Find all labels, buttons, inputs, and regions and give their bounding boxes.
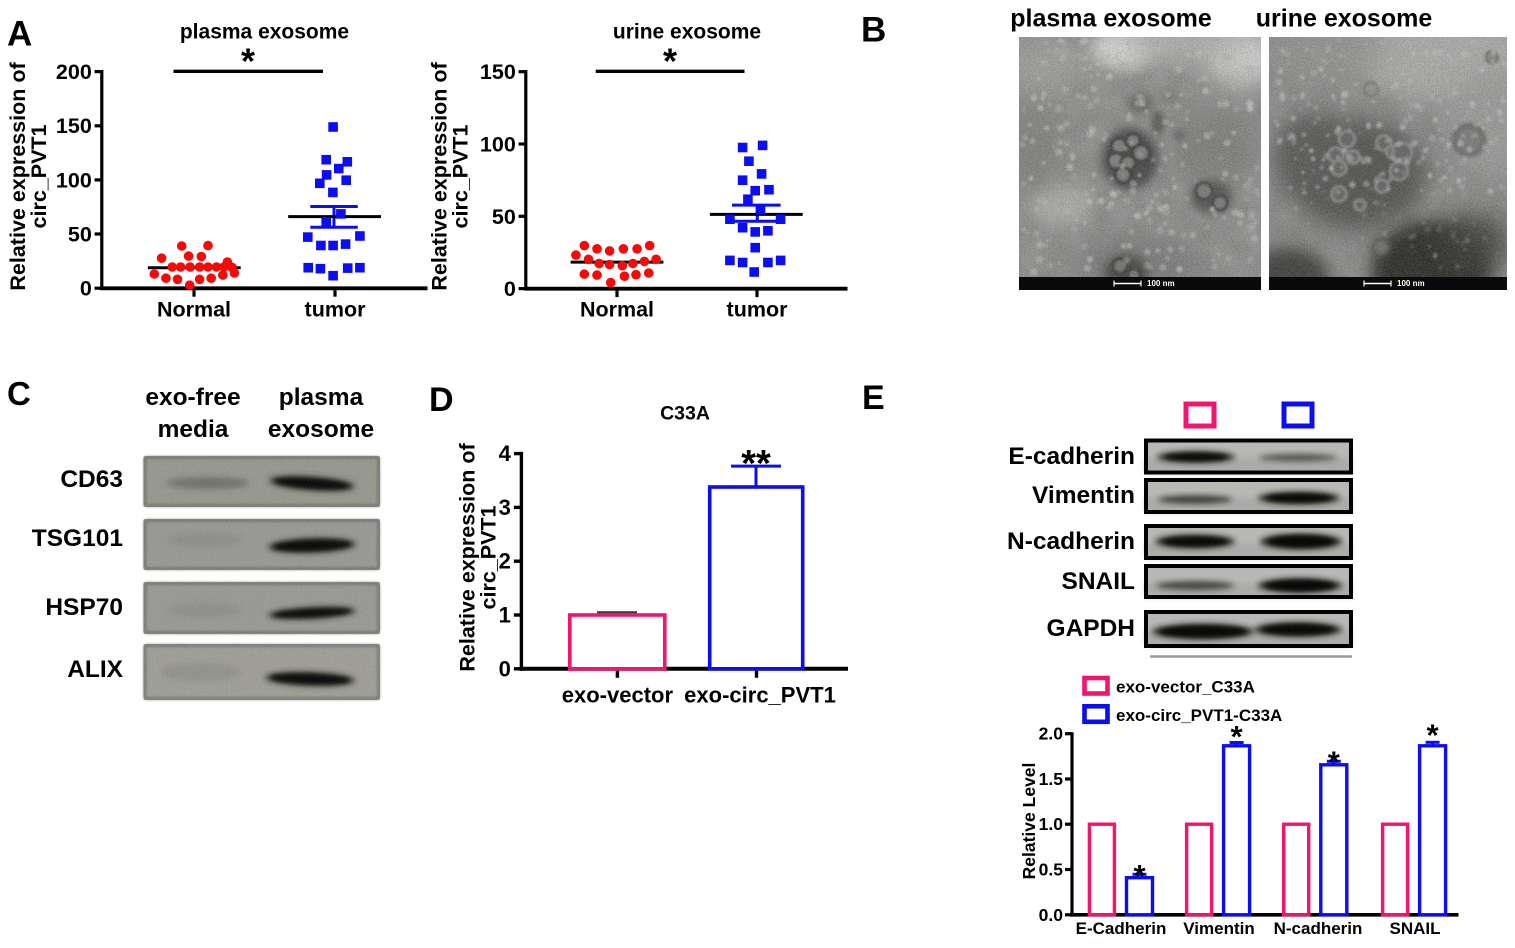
svg-text:urine exosome: urine exosome (613, 21, 761, 44)
svg-text:100 nm: 100 nm (1147, 279, 1175, 288)
svg-text:CD63: CD63 (60, 466, 123, 493)
svg-text:1.0: 1.0 (1039, 814, 1064, 834)
svg-text:exo-circ_PVT1: exo-circ_PVT1 (684, 683, 836, 708)
svg-text:150: 150 (480, 60, 516, 84)
svg-text:50: 50 (492, 205, 516, 229)
svg-text:Vimentin: Vimentin (1183, 919, 1254, 938)
svg-text:N-cadherin: N-cadherin (1274, 919, 1363, 938)
svg-text:0: 0 (499, 656, 511, 681)
svg-text:1.5: 1.5 (1039, 769, 1064, 789)
svg-text:plasma: plasma (279, 384, 364, 411)
svg-text:*: * (241, 41, 255, 82)
svg-text:0.5: 0.5 (1039, 860, 1064, 880)
svg-text:exo-vector_C33A: exo-vector_C33A (1116, 678, 1255, 697)
svg-text:Normal: Normal (157, 298, 231, 322)
svg-text:circ_PVT1: circ_PVT1 (449, 124, 473, 228)
svg-text:C: C (7, 375, 31, 412)
svg-text:Vimentin: Vimentin (1032, 482, 1135, 509)
svg-text:N-cadherin: N-cadherin (1007, 528, 1135, 555)
svg-text:4: 4 (499, 441, 512, 466)
svg-text:1: 1 (499, 603, 511, 628)
svg-text:Relative expression of: Relative expression of (6, 62, 30, 291)
svg-text:exo-circ_PVT1-C33A: exo-circ_PVT1-C33A (1116, 706, 1282, 725)
svg-text:E: E (862, 379, 885, 417)
svg-text:SNAIL: SNAIL (1062, 568, 1136, 595)
svg-text:Relative Level: Relative Level (1019, 763, 1039, 880)
svg-text:exosome: exosome (268, 416, 374, 443)
svg-text:circ_PVT1: circ_PVT1 (27, 124, 51, 228)
svg-text:0.0: 0.0 (1039, 905, 1064, 925)
svg-text:exo-free: exo-free (145, 384, 240, 411)
svg-text:*: * (663, 41, 677, 82)
svg-text:HSP70: HSP70 (45, 594, 123, 621)
svg-text:0: 0 (80, 277, 92, 301)
svg-text:plasma exosome: plasma exosome (180, 21, 349, 44)
svg-text:urine exosome: urine exosome (1256, 5, 1433, 33)
svg-text:100: 100 (56, 168, 92, 192)
svg-text:Relative expression of: Relative expression of (428, 62, 452, 291)
svg-text:*: * (1328, 745, 1341, 780)
svg-text:D: D (429, 381, 454, 419)
svg-text:0: 0 (504, 277, 516, 301)
svg-text:plasma exosome: plasma exosome (1010, 5, 1212, 33)
svg-text:**: ** (741, 443, 771, 485)
svg-text:tumor: tumor (305, 298, 367, 322)
svg-text:B: B (861, 10, 886, 49)
svg-text:200: 200 (56, 60, 92, 84)
svg-text:tumor: tumor (727, 298, 789, 322)
svg-text:E-cadherin: E-cadherin (1008, 443, 1135, 470)
svg-text:2.0: 2.0 (1039, 724, 1064, 744)
svg-text:2: 2 (499, 549, 511, 574)
svg-text:exo-vector: exo-vector (562, 683, 674, 708)
svg-text:A: A (7, 15, 32, 54)
svg-text:*: * (1427, 718, 1440, 753)
svg-text:C33A: C33A (660, 402, 710, 424)
svg-text:3: 3 (499, 495, 511, 520)
svg-text:GAPDH: GAPDH (1047, 615, 1135, 642)
svg-text:100: 100 (480, 133, 516, 157)
svg-text:100 nm: 100 nm (1397, 279, 1425, 288)
svg-text:TSG101: TSG101 (32, 525, 123, 552)
svg-text:E-Cadherin: E-Cadherin (1076, 919, 1167, 938)
svg-text:150: 150 (56, 114, 92, 138)
svg-text:media: media (158, 416, 229, 443)
svg-text:Normal: Normal (580, 298, 654, 322)
svg-text:*: * (1231, 719, 1244, 754)
svg-text:SNAIL: SNAIL (1390, 919, 1441, 938)
svg-text:circ_PVT1: circ_PVT1 (477, 505, 501, 609)
svg-text:50: 50 (68, 223, 92, 247)
svg-text:*: * (1133, 858, 1146, 893)
svg-text:Relative expression of: Relative expression of (456, 443, 480, 672)
svg-text:ALIX: ALIX (67, 656, 123, 683)
